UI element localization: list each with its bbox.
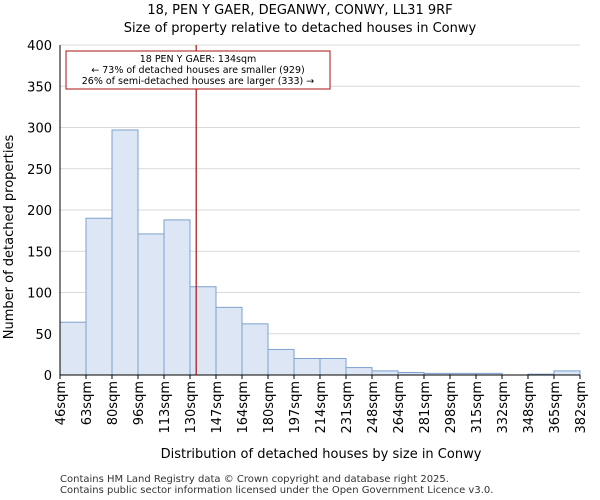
bar-113sqm — [163, 219, 191, 376]
x-tick-label: 214sqm — [314, 381, 329, 434]
x-tick-label: 96sqm — [132, 381, 147, 425]
x-tick-label: 365sqm — [548, 381, 563, 434]
x-tick-label: 197sqm — [288, 381, 303, 434]
y-tick-label: 50 — [35, 328, 52, 343]
x-tick-label: 164sqm — [236, 381, 251, 434]
bar-96sqm — [137, 233, 165, 376]
x-tick-label: 315sqm — [470, 381, 485, 434]
y-tick-label: 200 — [27, 204, 52, 219]
x-tick-label: 332sqm — [496, 381, 511, 434]
bar-180sqm — [267, 348, 295, 376]
x-tick-label: 298sqm — [444, 381, 459, 434]
x-tick-label: 264sqm — [392, 381, 407, 434]
x-tick-label: 130sqm — [184, 381, 199, 434]
x-tick-label: 382sqm — [574, 381, 589, 434]
y-axis-label: Number of detached properties — [2, 135, 17, 340]
y-tick-label: 300 — [27, 122, 52, 137]
annotation-line: 26% of semi-detached houses are larger (… — [82, 76, 315, 87]
bars — [59, 129, 581, 376]
bar-46sqm — [59, 321, 87, 376]
annotation-frame — [65, 50, 331, 90]
bar-365sqm — [553, 370, 581, 376]
y-tick-label: 400 — [27, 39, 52, 54]
bar-214sqm — [319, 358, 347, 376]
y-tick-label: 100 — [27, 287, 52, 302]
x-tick-label: 63sqm — [80, 381, 95, 425]
x-tick-label: 348sqm — [522, 381, 537, 434]
x-tick-label: 46sqm — [54, 381, 69, 425]
bar-147sqm — [215, 306, 243, 376]
y-tick-label: 350 — [27, 80, 52, 95]
y-tick-labels: 0 50 100 150 200 250 300 350 400 — [27, 39, 52, 384]
bar-63sqm — [85, 217, 113, 376]
bar-80sqm — [111, 129, 139, 376]
x-tick-label: 113sqm — [158, 381, 173, 434]
bar-231sqm — [345, 367, 373, 376]
footer-line-1: Contains HM Land Registry data © Crown c… — [60, 474, 449, 485]
x-tick-labels: 46sqm 63sqm 80sqm 96sqm 113sqm 130sqm 147sqm 16… — [54, 375, 589, 434]
x-axis-label: Distribution of detached houses by size … — [161, 447, 482, 462]
y-tick-label: 0 — [44, 369, 52, 384]
x-tick-label: 281sqm — [418, 381, 433, 434]
x-tick-label: 180sqm — [262, 381, 277, 434]
y-tick-label: 150 — [27, 245, 52, 260]
bar-164sqm — [241, 323, 269, 376]
bar-130sqm — [189, 286, 217, 376]
annotation-line: ← 73% of detached houses are smaller (92… — [91, 65, 304, 76]
annotation-box: 18 PEN Y GAER: 134sqm← 73% of detached h… — [65, 50, 331, 90]
y-tick-label: 250 — [27, 163, 52, 178]
chart-subtitle: Size of property relative to detached ho… — [123, 21, 477, 36]
x-tick-label: 248sqm — [366, 381, 381, 434]
x-tick-label: 80sqm — [106, 381, 121, 425]
chart-title: 18, PEN Y GAER, DEGANWY, CONWY, LL31 9RF — [147, 3, 453, 18]
bar-248sqm — [371, 370, 399, 376]
footer-line-2: Contains public sector information licen… — [60, 485, 494, 496]
x-tick-label: 231sqm — [340, 381, 355, 434]
bar-197sqm — [293, 358, 321, 376]
annotation-line: 18 PEN Y GAER: 134sqm — [140, 54, 257, 65]
x-tick-label: 147sqm — [210, 381, 225, 434]
